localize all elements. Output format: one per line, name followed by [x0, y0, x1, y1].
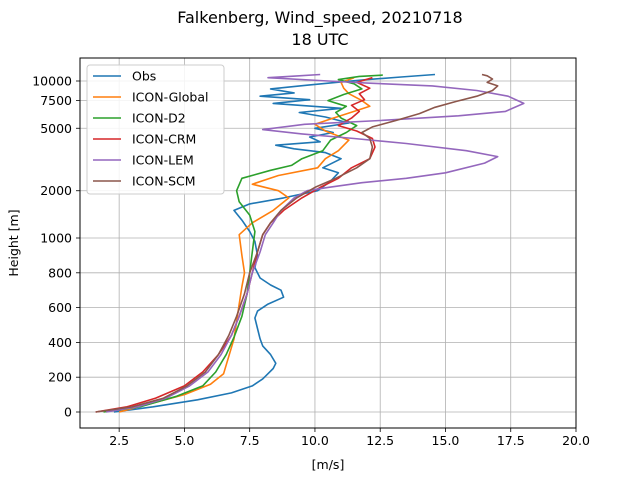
y-tick-label: 800 — [48, 265, 72, 280]
legend-label: ICON-Global — [132, 90, 208, 105]
x-tick-label: 12.5 — [366, 433, 394, 448]
plot-frame — [79, 57, 577, 429]
plot-lines — [95, 73, 525, 413]
y-tick-label: 400 — [48, 335, 72, 350]
x-axis-label: [m/s] — [312, 457, 345, 472]
x-tick-label: 2.5 — [109, 433, 129, 448]
y-tick-label: 1000 — [40, 231, 72, 246]
y-tick-label: 10000 — [32, 74, 72, 89]
y-tick-label: 200 — [48, 370, 72, 385]
series-line-icon-global — [118, 76, 371, 413]
legend-label: ICON-CRM — [132, 132, 196, 147]
legend-label: ICON-D2 — [132, 111, 186, 126]
x-tick-label: 15.0 — [432, 433, 460, 448]
x-tick-label: 20.0 — [562, 433, 590, 448]
x-tick-label: 10.0 — [301, 433, 329, 448]
y-tick-label: 0 — [64, 405, 72, 420]
y-tick-label: 7500 — [40, 93, 72, 108]
y-axis-ticks: 0 200 400 600 800 1000 2000 5000 7500 10000 — [32, 74, 80, 420]
x-tick-label: 5.0 — [174, 433, 194, 448]
chart-title-line1: Falkenberg, Wind_speed, 20210718 — [177, 8, 462, 28]
legend: Obs ICON-Global ICON-D2 ICON-CRM ICON-LEM ICO… — [86, 64, 225, 195]
series-line-icon-d2 — [103, 74, 383, 413]
legend-label: ICON-SCM — [132, 174, 196, 189]
legend-box — [86, 64, 225, 195]
legend-label: ICON-LEM — [132, 153, 194, 168]
y-tick-label: 5000 — [40, 121, 72, 136]
legend-label: Obs — [132, 69, 156, 84]
series-line-icon-scm — [95, 73, 499, 413]
x-tick-label: 17.5 — [497, 433, 525, 448]
y-tick-label: 2000 — [40, 183, 72, 198]
chart-title-line2: 18 UTC — [291, 30, 348, 49]
x-tick-label: 7.5 — [240, 433, 260, 448]
series-line-icon-lem — [105, 73, 525, 413]
y-axis-label: Height [m] — [6, 209, 21, 276]
y-tick-label: 600 — [48, 300, 72, 315]
x-axis-ticks: 2.5 5.0 7.5 10.0 12.5 15.0 17.5 20.0 — [109, 428, 590, 448]
series-line-obs — [113, 73, 436, 413]
